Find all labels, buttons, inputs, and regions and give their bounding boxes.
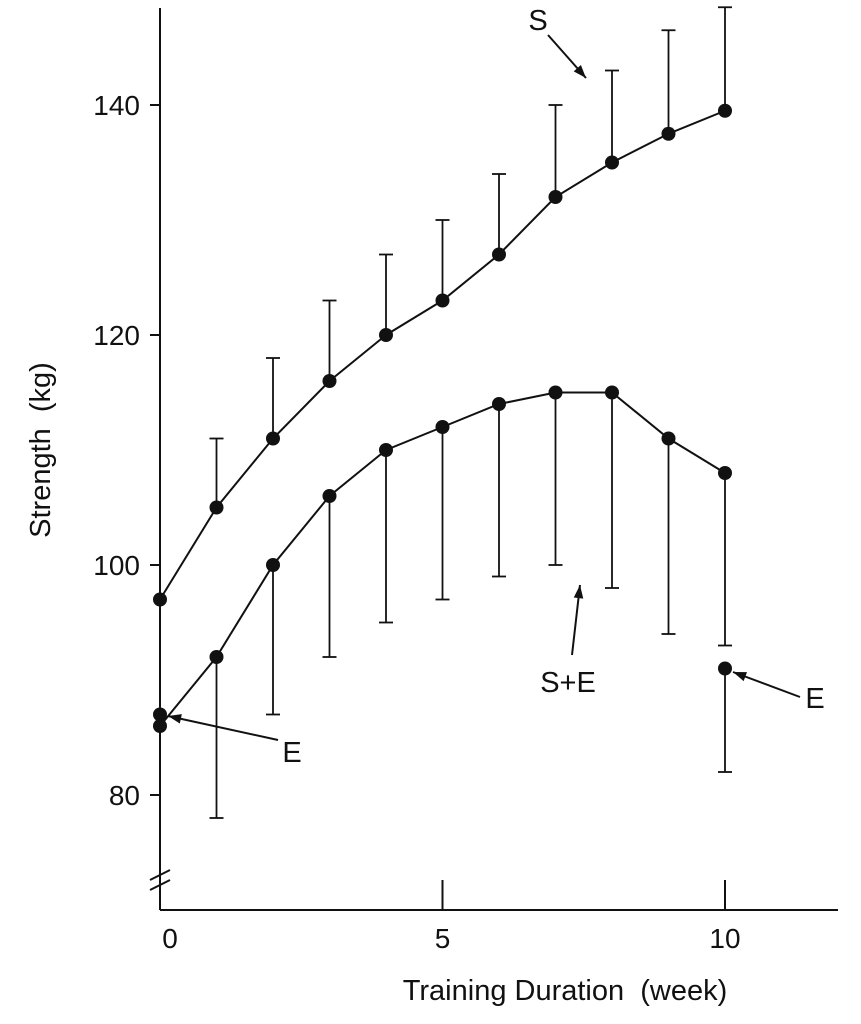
annotation-label: E <box>805 683 824 715</box>
data-point <box>379 328 393 342</box>
y-tick-label: 120 <box>93 320 140 351</box>
data-point <box>718 466 732 480</box>
y-tick-label: 100 <box>93 550 140 581</box>
data-point <box>605 385 619 400</box>
arrowhead-icon <box>168 714 182 724</box>
data-point <box>153 719 167 733</box>
arrowhead-icon <box>573 64 586 78</box>
annotation-label: S <box>528 5 547 37</box>
axes: 80 100 120 140 0 5 10 <box>93 8 838 954</box>
annotation-label: S+E <box>540 667 596 699</box>
x-axis-label: Training Duration (week) <box>403 975 728 1007</box>
series-s <box>153 6 732 607</box>
data-point <box>492 397 506 411</box>
x-tick-label: 5 <box>435 923 451 954</box>
data-point <box>718 103 732 118</box>
data-point <box>661 126 676 141</box>
x-tick-label: 0 <box>162 923 178 954</box>
y-tick-label: 80 <box>109 780 140 811</box>
data-point <box>605 155 619 170</box>
data-point <box>548 190 563 204</box>
data-point <box>209 650 224 664</box>
data-point <box>209 500 224 515</box>
annotation-label: E <box>282 737 301 769</box>
arrowhead-icon <box>573 585 584 599</box>
data-point <box>379 443 393 457</box>
data-point <box>435 420 450 434</box>
x-tick-label: 10 <box>709 923 740 954</box>
data-point <box>548 385 563 400</box>
arrowhead-icon <box>733 672 747 682</box>
data-point <box>435 293 450 308</box>
series-spluse <box>153 385 732 819</box>
y-tick-label: 140 <box>93 90 140 121</box>
data-point <box>322 489 337 503</box>
annotation-arrow <box>167 715 279 741</box>
series-e <box>153 661 732 773</box>
annotations: S S+E E E <box>167 5 825 769</box>
marks <box>153 6 732 819</box>
data-point <box>266 558 280 572</box>
data-point <box>266 431 280 446</box>
data-point <box>492 247 506 262</box>
data-point <box>153 707 167 722</box>
data-point <box>153 592 167 607</box>
y-axis-label: Strength (kg) <box>25 362 57 538</box>
data-point <box>322 374 337 388</box>
data-point <box>661 431 676 446</box>
data-point <box>718 661 732 676</box>
axis-break-mark <box>149 869 171 881</box>
